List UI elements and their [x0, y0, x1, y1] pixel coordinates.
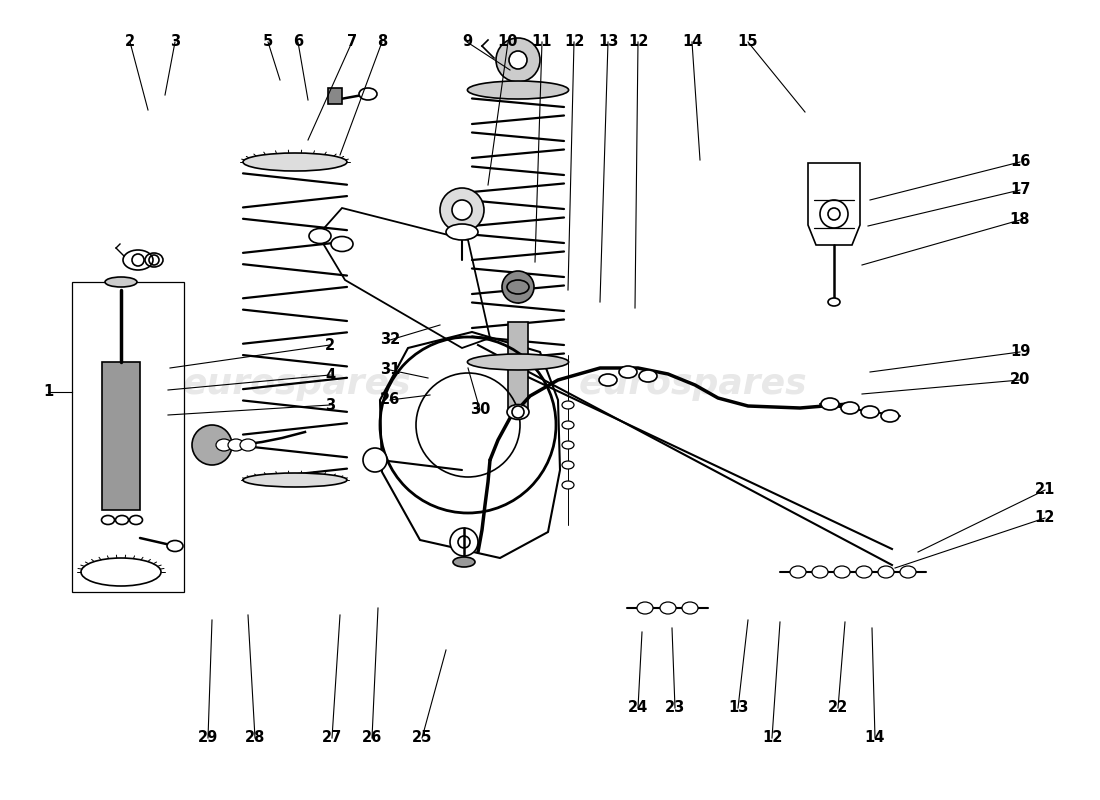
Text: 24: 24 — [628, 701, 648, 715]
Ellipse shape — [562, 401, 574, 409]
Text: 14: 14 — [865, 730, 886, 746]
Text: 1: 1 — [43, 385, 53, 399]
Text: 14: 14 — [682, 34, 702, 50]
Ellipse shape — [446, 224, 478, 240]
Ellipse shape — [104, 277, 138, 287]
Ellipse shape — [682, 602, 698, 614]
Text: 5: 5 — [263, 34, 273, 50]
Ellipse shape — [331, 237, 353, 251]
Ellipse shape — [821, 398, 839, 410]
Ellipse shape — [468, 81, 569, 99]
Ellipse shape — [309, 229, 331, 243]
Circle shape — [452, 200, 472, 220]
Ellipse shape — [600, 374, 617, 386]
Ellipse shape — [216, 439, 232, 451]
Text: 7: 7 — [346, 34, 358, 50]
Bar — [328, 88, 342, 104]
Ellipse shape — [468, 354, 569, 370]
Ellipse shape — [878, 566, 894, 578]
Ellipse shape — [562, 461, 574, 469]
Ellipse shape — [856, 566, 872, 578]
Ellipse shape — [660, 602, 676, 614]
Circle shape — [502, 271, 534, 303]
Text: 10: 10 — [497, 34, 518, 50]
Text: 2: 2 — [125, 34, 135, 50]
Text: 17: 17 — [1010, 182, 1031, 198]
Ellipse shape — [619, 366, 637, 378]
Bar — [102, 362, 140, 510]
Text: eurospares: eurospares — [579, 367, 807, 401]
Text: 13: 13 — [728, 701, 748, 715]
Circle shape — [363, 448, 387, 472]
Text: 27: 27 — [322, 730, 342, 746]
Text: 22: 22 — [828, 701, 848, 715]
Text: 13: 13 — [597, 34, 618, 50]
Circle shape — [192, 425, 232, 465]
Circle shape — [496, 38, 540, 82]
Text: 25: 25 — [411, 730, 432, 746]
Ellipse shape — [562, 421, 574, 429]
Ellipse shape — [900, 566, 916, 578]
Ellipse shape — [228, 439, 244, 451]
Ellipse shape — [834, 566, 850, 578]
Text: 12: 12 — [564, 34, 584, 50]
Text: 21: 21 — [1035, 482, 1055, 498]
Text: 9: 9 — [462, 34, 472, 50]
Ellipse shape — [453, 557, 475, 567]
Circle shape — [132, 254, 144, 266]
Ellipse shape — [562, 481, 574, 489]
Text: 28: 28 — [245, 730, 265, 746]
Ellipse shape — [243, 153, 346, 171]
Ellipse shape — [116, 515, 129, 525]
Ellipse shape — [639, 370, 657, 382]
Bar — [72, 282, 184, 592]
Ellipse shape — [243, 473, 346, 487]
Circle shape — [440, 188, 484, 232]
Ellipse shape — [167, 541, 183, 551]
Ellipse shape — [842, 402, 859, 414]
Ellipse shape — [861, 406, 879, 418]
Ellipse shape — [507, 405, 529, 419]
Text: 30: 30 — [470, 402, 491, 418]
Bar — [508, 322, 528, 412]
Text: eurospares: eurospares — [183, 367, 411, 401]
Text: 18: 18 — [1010, 213, 1031, 227]
Ellipse shape — [828, 298, 840, 306]
Text: 23: 23 — [664, 701, 685, 715]
Text: 2: 2 — [324, 338, 336, 353]
Text: 26: 26 — [362, 730, 382, 746]
Text: 15: 15 — [738, 34, 758, 50]
Ellipse shape — [130, 515, 143, 525]
Text: 26: 26 — [379, 393, 400, 407]
Ellipse shape — [790, 566, 806, 578]
Ellipse shape — [637, 602, 653, 614]
Ellipse shape — [359, 88, 377, 100]
Text: 3: 3 — [169, 34, 180, 50]
Text: 12: 12 — [628, 34, 648, 50]
Text: 16: 16 — [1010, 154, 1031, 170]
Circle shape — [509, 51, 527, 69]
Ellipse shape — [101, 515, 114, 525]
Ellipse shape — [881, 410, 899, 422]
Text: 8: 8 — [377, 34, 387, 50]
Text: 11: 11 — [531, 34, 552, 50]
Text: 12: 12 — [1035, 510, 1055, 526]
Text: 4: 4 — [324, 367, 336, 382]
Text: 29: 29 — [198, 730, 218, 746]
Ellipse shape — [240, 439, 256, 451]
Ellipse shape — [812, 566, 828, 578]
Text: 6: 6 — [293, 34, 304, 50]
Text: 32: 32 — [379, 333, 400, 347]
Circle shape — [450, 528, 478, 556]
Ellipse shape — [562, 441, 574, 449]
Text: 12: 12 — [762, 730, 782, 746]
Text: 20: 20 — [1010, 373, 1031, 387]
Text: 31: 31 — [379, 362, 400, 378]
Text: 3: 3 — [324, 398, 336, 413]
Text: 19: 19 — [1010, 345, 1031, 359]
